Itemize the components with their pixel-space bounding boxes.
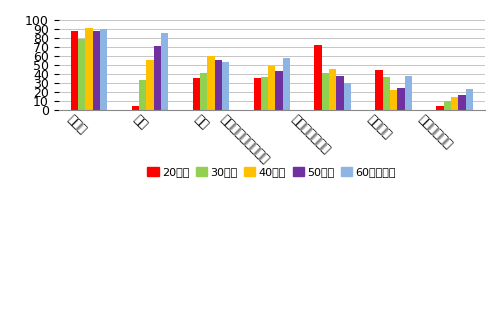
Bar (344, 83, 351, 110)
Bar (86, 28, 92, 110)
Bar (78, 39, 86, 110)
Bar (390, 90, 398, 110)
Bar (161, 34, 168, 110)
Bar (376, 70, 382, 110)
Bar (382, 77, 390, 110)
Bar (283, 58, 290, 110)
Bar (132, 106, 139, 110)
Legend: 20歳代, 30歳代, 40歳代, 50歳代, 60歳代以上: 20歳代, 30歳代, 40歳代, 50歳代, 60歳代以上 (143, 162, 401, 181)
Bar (222, 62, 229, 110)
Bar (329, 69, 336, 110)
Bar (314, 45, 322, 110)
Bar (268, 66, 276, 110)
Bar (261, 77, 268, 110)
Bar (254, 78, 261, 110)
Bar (146, 60, 154, 110)
Bar (404, 76, 412, 110)
Bar (466, 89, 473, 110)
Bar (336, 76, 344, 110)
Bar (276, 71, 283, 110)
Bar (436, 106, 444, 110)
Bar (322, 73, 329, 110)
Bar (154, 46, 161, 110)
Bar (71, 31, 78, 110)
Bar (200, 73, 207, 110)
Bar (192, 78, 200, 110)
Bar (92, 31, 100, 110)
Bar (451, 97, 458, 110)
Bar (207, 56, 214, 110)
Bar (444, 101, 451, 110)
Bar (139, 80, 146, 110)
Bar (214, 60, 222, 110)
Bar (398, 88, 404, 110)
Bar (100, 29, 108, 110)
Bar (458, 95, 466, 110)
